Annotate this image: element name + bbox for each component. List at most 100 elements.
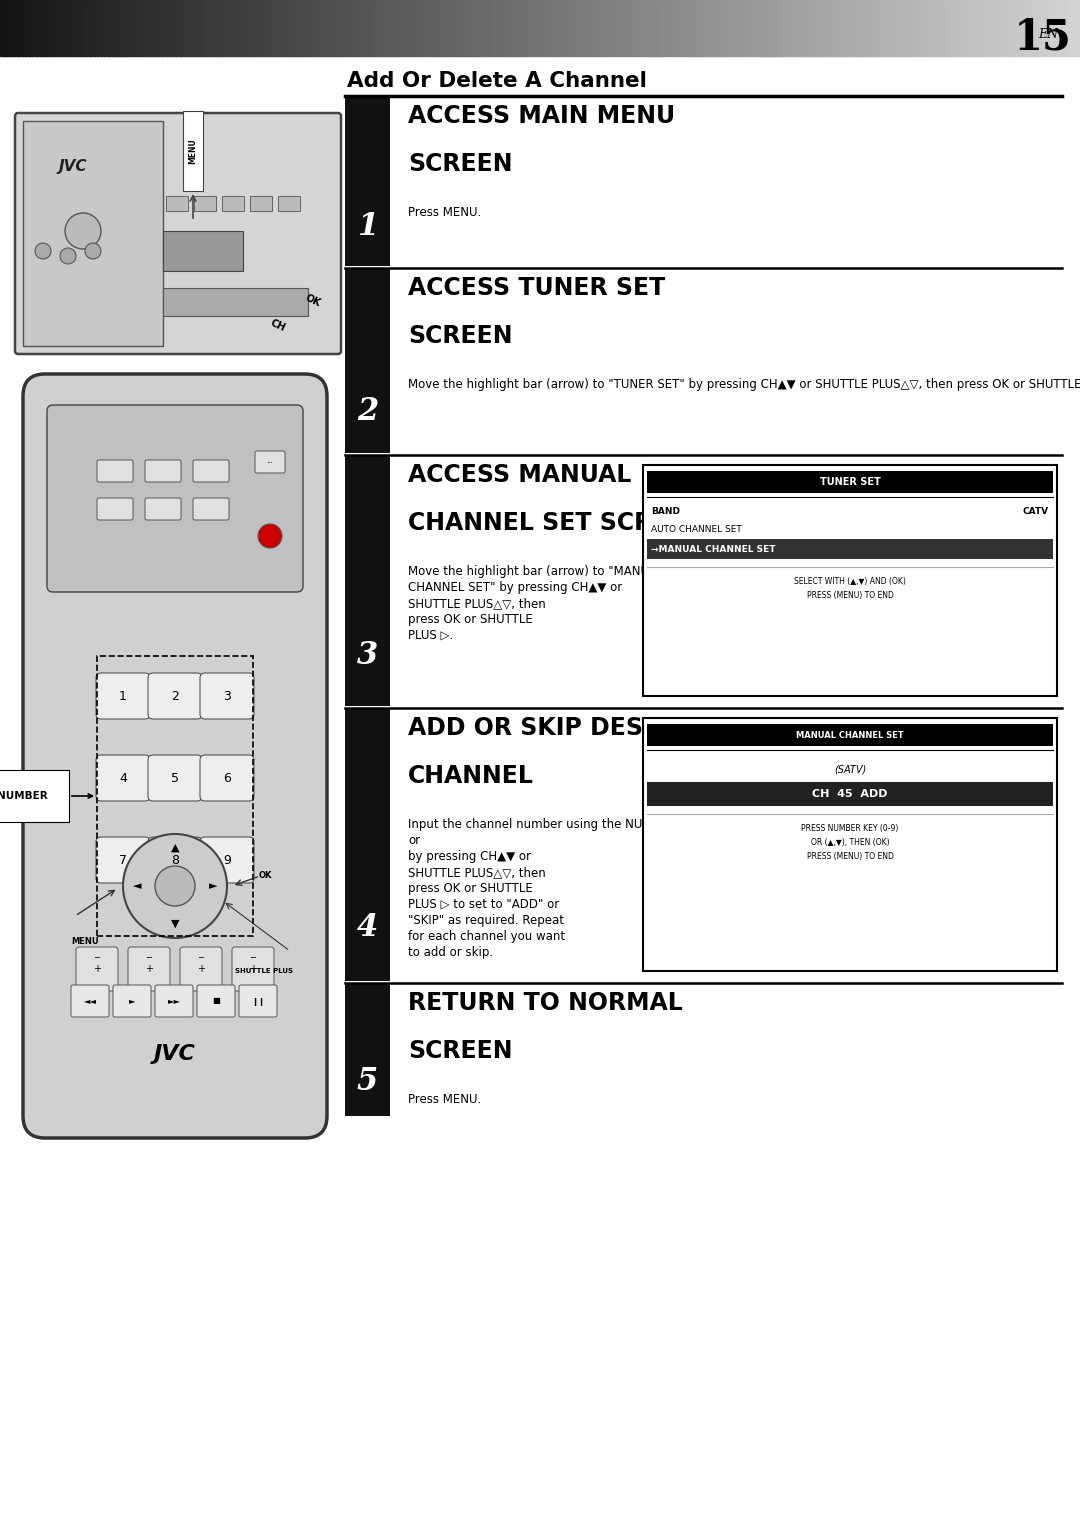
Bar (576, 0, 581, 56)
Bar (526, 0, 530, 56)
FancyBboxPatch shape (232, 948, 274, 990)
Text: PRESS (MENU) TO END: PRESS (MENU) TO END (807, 852, 893, 861)
Text: 2: 2 (171, 690, 179, 702)
Bar (94, 0, 98, 56)
Bar (964, 0, 970, 56)
Bar (647, 723, 1053, 746)
Text: SHUTTLE PLUS: SHUTTLE PLUS (235, 967, 293, 974)
Bar (580, 0, 584, 56)
FancyBboxPatch shape (148, 673, 202, 719)
Bar (896, 0, 901, 56)
Bar (162, 0, 166, 56)
Text: Input the channel number using the NUMBER keys: Input the channel number using the NUMBE… (408, 818, 706, 832)
Bar (349, 0, 354, 56)
Bar (321, 0, 325, 56)
Bar (586, 0, 592, 56)
Bar (378, 0, 382, 56)
Bar (54, 0, 58, 56)
Bar (62, 0, 66, 56)
Bar (875, 0, 879, 56)
Bar (943, 0, 948, 56)
Bar (637, 0, 642, 56)
Text: Move the highlight bar (arrow) to "TUNER SET" by pressing CH▲▼ or SHUTTLE PLUS△▽: Move the highlight bar (arrow) to "TUNER… (408, 378, 1080, 391)
Bar (166, 195, 188, 211)
Bar (435, 0, 441, 56)
Bar (1015, 0, 1020, 56)
Bar (72, 0, 77, 56)
Bar (921, 0, 927, 56)
Bar (11, 0, 15, 56)
Bar (392, 0, 397, 56)
Bar (316, 0, 322, 56)
Circle shape (156, 865, 195, 906)
Bar (324, 0, 328, 56)
Bar (969, 0, 973, 56)
Bar (208, 0, 214, 56)
Bar (389, 0, 393, 56)
Bar (457, 0, 462, 56)
Bar (1044, 0, 1049, 56)
Bar (907, 0, 912, 56)
Bar (267, 0, 271, 56)
FancyBboxPatch shape (643, 719, 1057, 971)
Text: TUNER SET: TUNER SET (820, 478, 880, 487)
FancyBboxPatch shape (255, 452, 285, 473)
Text: ADD OR SKIP DESIRED: ADD OR SKIP DESIRED (408, 716, 705, 740)
Text: NUMBER: NUMBER (0, 790, 93, 801)
Bar (986, 0, 991, 56)
Bar (889, 0, 894, 56)
Bar (29, 0, 33, 56)
Bar (975, 0, 981, 56)
Text: ◄◄: ◄◄ (83, 996, 96, 1006)
Bar (14, 0, 19, 56)
Text: SCREEN: SCREEN (408, 153, 513, 175)
Bar (345, 708, 390, 981)
Bar (327, 0, 333, 56)
Bar (288, 0, 293, 56)
Text: ACCESS MANUAL: ACCESS MANUAL (408, 462, 632, 487)
Bar (853, 0, 858, 56)
Bar (403, 0, 408, 56)
Bar (450, 0, 455, 56)
Text: SHUTTLE PLUS△▽, then: SHUTTLE PLUS△▽, then (408, 865, 545, 879)
Bar (997, 0, 1002, 56)
Bar (594, 0, 598, 56)
Bar (360, 0, 365, 56)
Text: CH  45  ADD: CH 45 ADD (812, 789, 888, 800)
Bar (472, 0, 476, 56)
Text: SCREEN: SCREEN (408, 324, 513, 348)
Bar (1055, 0, 1059, 56)
Text: 7: 7 (119, 853, 127, 867)
FancyBboxPatch shape (193, 497, 229, 520)
Text: SCREEN: SCREEN (408, 1039, 513, 1064)
Bar (238, 0, 242, 56)
Text: JVC: JVC (154, 1044, 195, 1064)
Bar (608, 0, 613, 56)
Bar (929, 0, 933, 56)
Bar (302, 0, 307, 56)
Text: 1: 1 (356, 211, 378, 243)
Bar (83, 0, 87, 56)
Bar (856, 0, 862, 56)
FancyBboxPatch shape (148, 836, 202, 884)
Text: press OK or SHUTTLE: press OK or SHUTTLE (408, 882, 532, 896)
Text: ►: ► (208, 881, 217, 891)
Text: JVC: JVC (58, 159, 87, 174)
Text: +: + (249, 964, 257, 974)
Text: by pressing CH▲▼ or: by pressing CH▲▼ or (408, 850, 531, 864)
Bar (802, 0, 808, 56)
Bar (612, 0, 617, 56)
Bar (764, 0, 768, 56)
Bar (222, 195, 244, 211)
Bar (818, 0, 822, 56)
Bar (332, 0, 336, 56)
Bar (3, 0, 9, 56)
Bar (705, 0, 711, 56)
Bar (504, 0, 509, 56)
FancyBboxPatch shape (239, 984, 276, 1016)
Text: PRESS (MENU) TO END: PRESS (MENU) TO END (807, 591, 893, 600)
Bar (187, 0, 192, 56)
Bar (1001, 0, 1005, 56)
Bar (1034, 0, 1038, 56)
Bar (278, 195, 300, 211)
